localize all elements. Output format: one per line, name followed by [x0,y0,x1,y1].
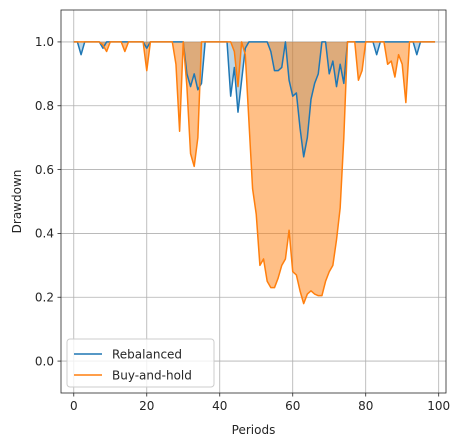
legend-label-buy-and-hold: Buy-and-hold [112,368,192,382]
plot-frame [60,9,447,394]
x-tick-label-1: 20 [139,399,154,413]
x-axis-label: Periods [232,423,276,437]
legend-label-rebalanced: Rebalanced [112,347,182,361]
x-tick-label-4: 80 [358,399,373,413]
y-tick-label-4: 0.8 [35,99,54,113]
y-tick-label-0: 0.0 [35,354,54,368]
y-tick-label-5: 1.0 [35,35,54,49]
x-tick-label-3: 60 [285,399,300,413]
series-line-1 [73,41,436,305]
y-axis-label: Drawdown [10,170,24,234]
x-tick-label-0: 0 [70,399,78,413]
x-tick-label-2: 40 [212,399,227,413]
y-tick-label-2: 0.4 [35,227,54,241]
y-tick-label-1: 0.2 [35,291,54,305]
x-tick-label-5: 100 [427,399,450,413]
y-tick-label-3: 0.6 [35,163,54,177]
legend-box [66,338,215,388]
drawdown-fill [73,41,436,304]
area-1 [73,41,436,304]
legend: Rebalanced Buy-and-hold [66,338,215,388]
series-lines [73,41,436,305]
axis-ticks: 0 20 40 60 80 100 0.0 0.2 0.4 0.6 0.8 1.0 [35,35,450,413]
